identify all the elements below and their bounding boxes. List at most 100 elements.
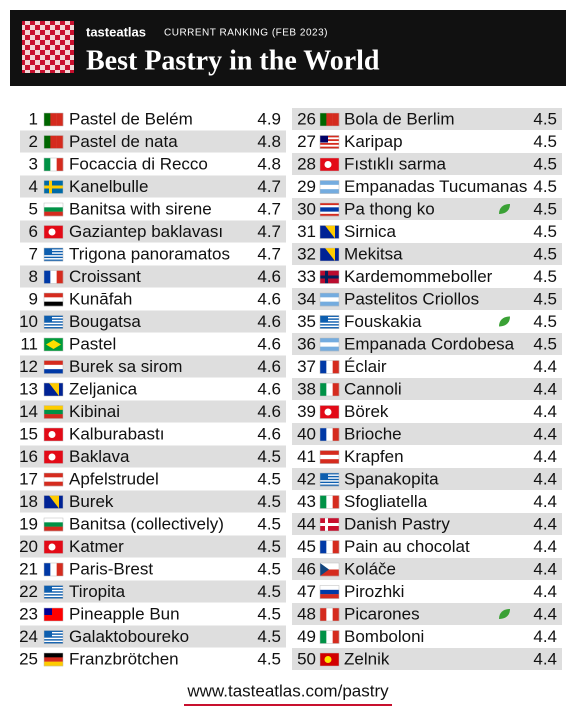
flag-stripe xyxy=(320,563,339,570)
rank: 29 xyxy=(297,177,316,196)
flag-stripe xyxy=(56,563,64,576)
pastry-name: Spanakopita xyxy=(344,469,439,488)
flag xyxy=(43,450,64,464)
rank: 47 xyxy=(297,582,316,601)
score: 4.5 xyxy=(533,177,557,196)
flag-stripe xyxy=(320,475,339,478)
flag-stripe xyxy=(320,473,339,475)
rank: 4 xyxy=(29,177,38,196)
flag-stripe xyxy=(44,321,63,323)
flag-stripe xyxy=(320,589,339,595)
flag xyxy=(43,382,64,397)
row-shade xyxy=(292,558,562,580)
flag-border xyxy=(319,405,340,419)
score: 4.8 xyxy=(257,154,281,173)
score: 4.5 xyxy=(257,469,281,488)
flag xyxy=(43,157,64,172)
flag-stripe xyxy=(44,113,51,126)
pastry-name: Fıstıklı sarma xyxy=(344,154,447,173)
flag xyxy=(43,495,64,509)
pastry-name: Gaziantep baklavası xyxy=(69,222,223,241)
flag-stripe xyxy=(44,315,63,318)
rank: 6 xyxy=(29,222,38,241)
flag xyxy=(319,607,340,622)
rank: 28 xyxy=(297,154,316,173)
row-shade xyxy=(292,243,562,265)
pastry-name: Krapfen xyxy=(344,447,404,466)
flag-stripe xyxy=(44,657,63,662)
pastry-name: Cannoli xyxy=(344,379,402,398)
header-band xyxy=(10,10,566,86)
flag-stripe xyxy=(56,158,64,171)
flag-stripe xyxy=(44,252,63,254)
rank: 3 xyxy=(29,154,38,173)
flag-border xyxy=(319,202,340,217)
flag-stripe xyxy=(320,322,339,325)
pastry-name: Baklava xyxy=(69,447,130,466)
flag-stripe xyxy=(332,428,340,441)
row-shade xyxy=(292,333,562,355)
flag-border xyxy=(43,405,64,419)
score: 4.7 xyxy=(257,244,281,263)
flag-stripe xyxy=(320,484,339,487)
flag-border xyxy=(319,652,340,667)
flag-stripe xyxy=(44,250,63,253)
flag-stripe xyxy=(320,213,339,217)
flag-stripe xyxy=(44,481,63,487)
score: 4.5 xyxy=(257,559,281,578)
flag-border xyxy=(319,180,340,194)
flag-border xyxy=(43,607,64,622)
pastry-name: Banitsa with sirene xyxy=(69,199,212,218)
flag xyxy=(43,472,64,487)
flag-canton xyxy=(44,630,52,638)
flag-border xyxy=(43,652,64,667)
flag-stripe xyxy=(44,316,63,319)
rank: 33 xyxy=(297,267,316,286)
row-shade xyxy=(20,490,286,513)
score: 4.5 xyxy=(257,582,281,601)
flag xyxy=(43,585,64,599)
pastry-name: Brioche xyxy=(344,424,402,443)
rank: 22 xyxy=(19,582,38,601)
flag-stripe xyxy=(320,327,339,329)
rank: 36 xyxy=(297,334,316,353)
rank: 16 xyxy=(19,447,38,466)
flag-cross xyxy=(44,185,63,189)
flag-stripe xyxy=(44,592,63,595)
pastry-name: Börek xyxy=(344,402,389,421)
flag-stripe xyxy=(44,642,63,644)
flag-border xyxy=(319,225,340,239)
flag-border xyxy=(43,135,64,149)
flag-stripe xyxy=(44,563,51,576)
rank: 40 xyxy=(297,424,316,443)
flag xyxy=(43,270,64,284)
flag xyxy=(43,315,64,329)
flag-border xyxy=(43,337,64,352)
flag-stripe xyxy=(320,321,339,323)
row-shade xyxy=(20,310,286,333)
flag-stripe xyxy=(44,595,63,598)
flag xyxy=(319,135,340,149)
row-shade xyxy=(292,108,562,130)
flag-stripe xyxy=(320,205,339,208)
score: 4.5 xyxy=(533,132,557,151)
flag xyxy=(43,360,64,374)
header-title: Best Pastry in the World xyxy=(86,45,380,76)
score: 4.5 xyxy=(257,604,281,623)
flag-stripe xyxy=(320,211,339,215)
flag-stripe xyxy=(44,639,63,641)
pastry-name: Sfogliatella xyxy=(344,492,428,511)
pastry-name: Pastel de Belém xyxy=(69,109,193,128)
flag-stripe xyxy=(320,569,339,577)
row-shade xyxy=(20,580,286,603)
pastry-name: Bougatsa xyxy=(69,312,141,331)
rank: 5 xyxy=(29,199,38,218)
pastry-name: Kanelbulle xyxy=(69,177,148,196)
rank: 42 xyxy=(297,469,316,488)
flag xyxy=(319,585,340,599)
pastry-name: Pastelitos Criollos xyxy=(344,289,479,308)
flag-stripe xyxy=(50,113,57,126)
score: 4.4 xyxy=(533,357,557,376)
flag xyxy=(319,292,340,307)
flag-emblem xyxy=(48,228,56,236)
